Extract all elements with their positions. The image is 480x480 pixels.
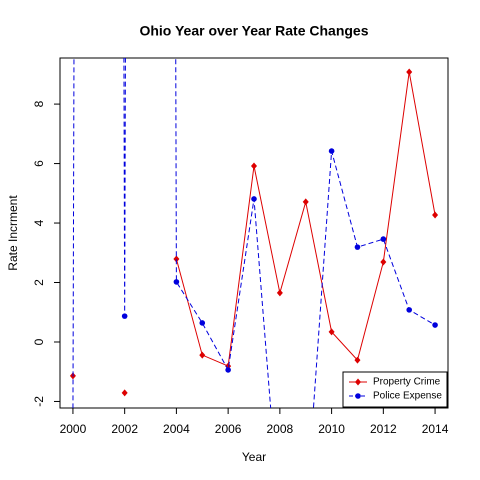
data-point bbox=[328, 148, 335, 154]
data-point bbox=[251, 196, 257, 202]
x-tick-label: 2006 bbox=[215, 422, 242, 436]
data-point bbox=[380, 258, 387, 266]
y-tick-label: -2 bbox=[32, 396, 46, 407]
data-point bbox=[432, 211, 439, 219]
data-point bbox=[121, 313, 128, 319]
legend-marker bbox=[355, 378, 361, 386]
legend-box bbox=[342, 371, 448, 408]
data-point bbox=[328, 328, 335, 336]
x-tick-label: 2008 bbox=[267, 422, 294, 436]
chart-title: Ohio Year over Year Rate Changes bbox=[139, 23, 368, 39]
data-point bbox=[121, 389, 128, 397]
x-tick-label: 2012 bbox=[370, 422, 397, 436]
legend-marker bbox=[355, 393, 361, 399]
y-axis-label: Rate Incrment bbox=[6, 195, 20, 271]
data-point bbox=[276, 289, 283, 297]
data-point bbox=[173, 255, 180, 263]
x-axis-label: Year bbox=[242, 450, 266, 464]
y-tick-label: 4 bbox=[32, 219, 46, 226]
data-point bbox=[380, 236, 387, 242]
y-tick-label: 8 bbox=[32, 100, 46, 107]
data-point bbox=[406, 68, 413, 76]
x-tick-label: 2004 bbox=[163, 422, 190, 436]
y-tick-label: 6 bbox=[32, 160, 46, 167]
y-tick-label: 0 bbox=[32, 338, 46, 345]
x-tick-label: 2010 bbox=[318, 422, 345, 436]
y-tick-label: 2 bbox=[32, 279, 46, 286]
data-point bbox=[225, 367, 231, 373]
data-point bbox=[406, 307, 413, 313]
data-point bbox=[302, 198, 309, 206]
data-point bbox=[354, 244, 361, 250]
data-point bbox=[251, 162, 257, 170]
legend-label: Police Expense bbox=[373, 391, 442, 402]
x-tick-label: 2002 bbox=[111, 422, 138, 436]
data-point bbox=[199, 351, 206, 359]
legend-label: Property Crime bbox=[373, 377, 441, 388]
data-point bbox=[354, 356, 361, 364]
plot-area bbox=[69, 58, 439, 408]
data-point bbox=[199, 320, 206, 326]
data-point bbox=[173, 279, 180, 285]
x-tick-label: 2000 bbox=[60, 422, 87, 436]
plot-frame bbox=[59, 57, 449, 409]
x-tick-label: 2014 bbox=[422, 422, 449, 436]
data-point bbox=[432, 322, 438, 328]
